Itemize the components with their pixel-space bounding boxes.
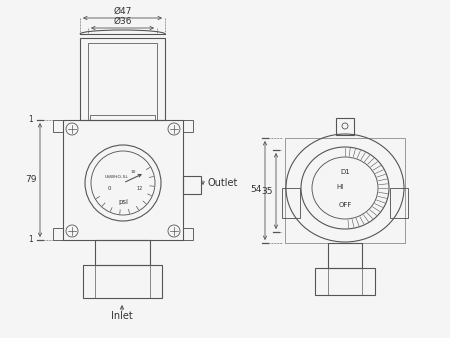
Text: 35: 35 bbox=[261, 187, 273, 195]
Text: psi: psi bbox=[118, 199, 128, 205]
Bar bbox=[315, 268, 375, 295]
Bar bbox=[95, 240, 150, 265]
Text: USWHO-5L: USWHO-5L bbox=[105, 175, 129, 179]
Text: 1: 1 bbox=[29, 116, 33, 124]
Text: Outlet: Outlet bbox=[208, 178, 238, 188]
Bar bbox=[328, 243, 362, 268]
Text: 54: 54 bbox=[250, 186, 262, 194]
Text: 10: 10 bbox=[130, 170, 136, 174]
Bar bbox=[88, 43, 157, 120]
Bar bbox=[90, 115, 155, 120]
Text: Ø47: Ø47 bbox=[113, 6, 132, 16]
Text: D1: D1 bbox=[340, 169, 350, 175]
Bar bbox=[183, 120, 193, 132]
Text: 79: 79 bbox=[25, 175, 37, 185]
Bar bbox=[183, 176, 201, 194]
Bar bbox=[336, 118, 354, 135]
Text: 1: 1 bbox=[29, 236, 33, 244]
Text: 12: 12 bbox=[137, 186, 143, 191]
Bar bbox=[285, 138, 405, 243]
Text: HI: HI bbox=[337, 184, 344, 190]
Bar bbox=[183, 228, 193, 240]
Bar bbox=[282, 188, 300, 218]
Text: Inlet: Inlet bbox=[111, 311, 133, 321]
Text: 0: 0 bbox=[107, 187, 111, 192]
Bar bbox=[80, 38, 165, 120]
Bar bbox=[53, 120, 63, 132]
Bar bbox=[83, 265, 162, 298]
Bar bbox=[53, 228, 63, 240]
Bar bbox=[390, 188, 408, 218]
Text: OFF: OFF bbox=[338, 202, 352, 208]
Text: Ø36: Ø36 bbox=[113, 17, 132, 25]
Bar bbox=[63, 120, 183, 240]
